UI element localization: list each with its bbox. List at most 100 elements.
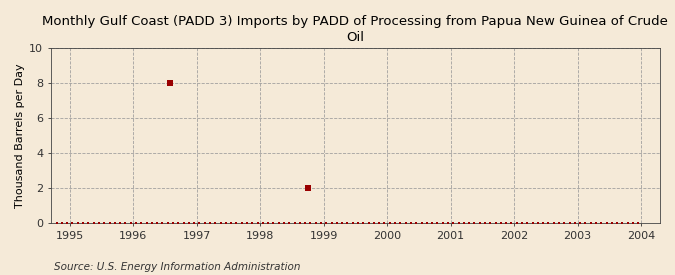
Point bbox=[167, 221, 178, 225]
Point bbox=[585, 221, 596, 225]
Point bbox=[400, 221, 411, 225]
Point bbox=[495, 221, 506, 225]
Point bbox=[416, 221, 427, 225]
Point bbox=[527, 221, 538, 225]
Point bbox=[268, 221, 279, 225]
Point bbox=[51, 221, 62, 225]
Point bbox=[464, 221, 475, 225]
Point bbox=[225, 221, 236, 225]
Text: Source: U.S. Energy Information Administration: Source: U.S. Energy Information Administ… bbox=[54, 262, 300, 272]
Point bbox=[363, 221, 374, 225]
Point bbox=[432, 221, 443, 225]
Point bbox=[57, 221, 68, 225]
Point bbox=[548, 221, 559, 225]
Point bbox=[162, 221, 173, 225]
Point bbox=[316, 221, 327, 225]
Point bbox=[622, 221, 633, 225]
Point bbox=[130, 221, 141, 225]
Point bbox=[342, 221, 353, 225]
Point bbox=[358, 221, 369, 225]
Point bbox=[331, 221, 342, 225]
Point bbox=[120, 221, 131, 225]
Point bbox=[538, 221, 549, 225]
Point bbox=[62, 221, 73, 225]
Point bbox=[348, 221, 358, 225]
Point bbox=[379, 221, 390, 225]
Point bbox=[533, 221, 543, 225]
Y-axis label: Thousand Barrels per Day: Thousand Barrels per Day bbox=[15, 63, 25, 208]
Point bbox=[115, 221, 126, 225]
Point bbox=[559, 221, 570, 225]
Point bbox=[210, 221, 221, 225]
Point bbox=[99, 221, 109, 225]
Point bbox=[67, 221, 78, 225]
Point bbox=[574, 221, 585, 225]
Point bbox=[72, 221, 83, 225]
Point bbox=[189, 221, 200, 225]
Point bbox=[554, 221, 564, 225]
Point bbox=[294, 221, 305, 225]
Point bbox=[221, 221, 232, 225]
Point bbox=[252, 221, 263, 225]
Point bbox=[421, 221, 432, 225]
Point bbox=[178, 221, 189, 225]
Point bbox=[83, 221, 94, 225]
Point bbox=[406, 221, 416, 225]
Point bbox=[479, 221, 490, 225]
Point bbox=[612, 221, 622, 225]
Point bbox=[126, 221, 136, 225]
Point bbox=[522, 221, 533, 225]
Point bbox=[321, 221, 331, 225]
Point bbox=[511, 221, 522, 225]
Point bbox=[109, 221, 120, 225]
Point bbox=[305, 221, 316, 225]
Point bbox=[310, 221, 321, 225]
Point bbox=[628, 221, 639, 225]
Point bbox=[263, 221, 273, 225]
Point bbox=[279, 221, 290, 225]
Point bbox=[501, 221, 512, 225]
Point bbox=[199, 221, 210, 225]
Point bbox=[94, 221, 105, 225]
Point bbox=[601, 221, 612, 225]
Point bbox=[165, 81, 176, 85]
Point bbox=[458, 221, 469, 225]
Point bbox=[633, 221, 644, 225]
Point bbox=[395, 221, 406, 225]
Point bbox=[257, 221, 268, 225]
Point bbox=[236, 221, 247, 225]
Point bbox=[88, 221, 99, 225]
Point bbox=[215, 221, 226, 225]
Point bbox=[485, 221, 495, 225]
Point bbox=[289, 221, 300, 225]
Point bbox=[516, 221, 527, 225]
Point bbox=[591, 221, 601, 225]
Point bbox=[490, 221, 501, 225]
Point bbox=[157, 221, 168, 225]
Point bbox=[543, 221, 554, 225]
Point bbox=[247, 221, 258, 225]
Title: Monthly Gulf Coast (PADD 3) Imports by PADD of Processing from Papua New Guinea : Monthly Gulf Coast (PADD 3) Imports by P… bbox=[43, 15, 668, 44]
Point bbox=[448, 221, 458, 225]
Point bbox=[194, 221, 205, 225]
Point bbox=[596, 221, 607, 225]
Point bbox=[437, 221, 448, 225]
Point bbox=[606, 221, 617, 225]
Point bbox=[580, 221, 591, 225]
Point bbox=[173, 221, 184, 225]
Point bbox=[326, 221, 337, 225]
Point bbox=[475, 221, 485, 225]
Point bbox=[564, 221, 575, 225]
Point bbox=[152, 221, 163, 225]
Point bbox=[284, 221, 295, 225]
Point bbox=[302, 186, 313, 190]
Point bbox=[374, 221, 385, 225]
Point bbox=[184, 221, 194, 225]
Point bbox=[469, 221, 480, 225]
Point bbox=[617, 221, 628, 225]
Point bbox=[570, 221, 580, 225]
Point bbox=[411, 221, 422, 225]
Point bbox=[104, 221, 115, 225]
Point bbox=[231, 221, 242, 225]
Point bbox=[205, 221, 215, 225]
